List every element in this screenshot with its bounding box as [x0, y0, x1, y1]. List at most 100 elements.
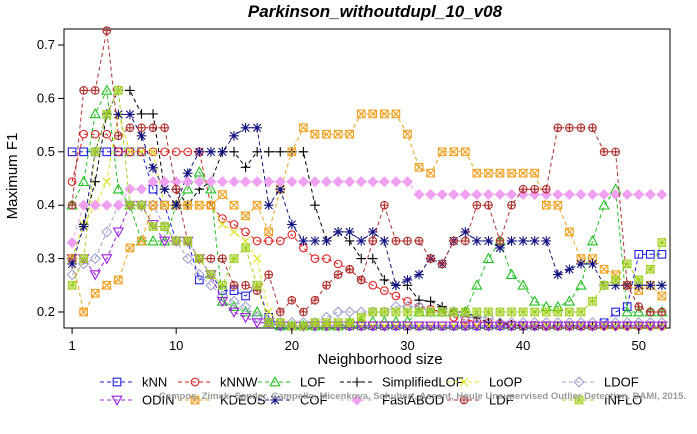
legend-item-knnw: kNNW: [178, 375, 258, 390]
data-point-inflo: [333, 318, 343, 328]
data-point-inflo: [426, 307, 435, 317]
data-point-fastabod: [436, 189, 448, 201]
data-point-lof: [621, 306, 633, 317]
data-point-odin: [251, 318, 263, 329]
data-point-ldof: [89, 253, 101, 265]
data-point-fastabod: [135, 183, 147, 195]
data-point-kdeos: [368, 109, 378, 119]
data-point-ldf: [275, 307, 285, 317]
data-point-fastabod: [355, 176, 367, 188]
data-point-kdeos: [79, 307, 89, 317]
data-point-loop: [102, 177, 111, 186]
data-point-knnw: [229, 220, 239, 229]
data-point-ldof: [436, 306, 448, 318]
data-point-kdeos: [507, 168, 516, 178]
legend-item-ldof: LDOF: [562, 375, 639, 390]
data-point-inflo: [460, 307, 470, 317]
data-point-cof: [113, 109, 124, 120]
data-point-odin: [482, 321, 495, 332]
data-point-kdeos: [160, 200, 169, 210]
data-point-odin: [459, 321, 472, 332]
data-point-kdeos: [90, 288, 100, 298]
data-point-fastabod: [286, 176, 298, 188]
data-point-kdeos: [264, 227, 274, 237]
data-point-cof: [633, 280, 644, 291]
data-point-fastabod: [159, 176, 171, 188]
data-point-inflo: [565, 307, 574, 317]
data-point-kdeos: [449, 147, 459, 157]
data-point-odin: [228, 307, 240, 318]
data-point-odin: [112, 227, 125, 238]
data-point-kdeos: [530, 168, 540, 178]
data-point-cof: [287, 219, 297, 230]
data-point-simplifiedlof: [425, 296, 436, 307]
data-point-ldf: [67, 200, 77, 210]
data-point-knnw: [287, 230, 297, 239]
data-point-odin: [575, 321, 587, 332]
data-point-inflo: [553, 307, 563, 317]
data-point-knn: [611, 307, 620, 317]
data-point-cof: [610, 280, 621, 291]
data-point-inflo: [183, 236, 193, 246]
data-point-odin: [656, 321, 668, 332]
data-point-knnw: [310, 254, 320, 263]
data-point-fastabod: [621, 189, 633, 201]
data-point-ldf: [264, 270, 274, 279]
series-line-kdeos: [71, 113, 663, 314]
legend-item-lof: LOF: [258, 375, 325, 390]
data-point-ldf: [148, 123, 158, 133]
data-point-loop: [646, 321, 655, 331]
y-tick-label: 0.5: [37, 144, 55, 159]
data-point-simplifiedlof: [125, 85, 135, 96]
data-point-fastabod: [633, 189, 645, 201]
data-point-odin: [239, 312, 252, 324]
legend-label: FastABOD: [382, 393, 444, 408]
data-point-fastabod: [89, 199, 101, 211]
y-tick-label: 0.7: [37, 37, 55, 52]
data-point-ldf: [79, 86, 89, 95]
data-point-ldof: [309, 317, 321, 329]
data-point-loop: [518, 321, 528, 331]
data-point-odin: [644, 321, 657, 332]
data-point-cof: [402, 275, 413, 285]
data-point-kdeos: [148, 200, 158, 210]
data-point-cof: [310, 236, 320, 246]
data-point-kdeos: [379, 109, 389, 119]
data-point-inflo: [530, 307, 540, 317]
data-point-lof: [633, 306, 645, 317]
legend-label: LDOF: [604, 375, 639, 390]
data-point-inflo: [622, 259, 632, 269]
data-point-kdeos: [241, 211, 250, 221]
data-point-knnw: [137, 147, 146, 157]
data-point-knnw: [160, 147, 169, 157]
data-point-simplifiedlof: [148, 109, 158, 119]
data-point-ldof: [494, 317, 506, 329]
data-point-simplifiedlof: [240, 162, 251, 173]
data-point-cof: [518, 236, 528, 246]
data-point-fastabod: [274, 176, 286, 188]
legend-label: LOF: [300, 375, 325, 390]
data-point-inflo: [299, 321, 308, 331]
data-point-cof: [229, 130, 239, 141]
data-point-inflo: [194, 254, 204, 263]
data-point-inflo: [218, 280, 227, 290]
data-point-inflo: [368, 307, 378, 317]
data-point-fastabod: [332, 176, 344, 188]
data-point-simplifiedlof: [310, 200, 320, 210]
data-point-inflo: [472, 307, 482, 317]
data-point-fastabod: [378, 176, 390, 188]
data-point-fastabod: [552, 189, 564, 201]
data-point-odin: [89, 270, 101, 281]
data-point-inflo: [403, 307, 412, 317]
data-point-simplifiedlof: [136, 109, 147, 119]
data-point-fastabod: [112, 199, 124, 211]
data-point-inflo: [137, 200, 146, 210]
data-point-knnw: [241, 227, 250, 237]
legend-marker: [351, 394, 363, 406]
data-point-kdeos: [183, 200, 193, 210]
y-tick-label: 0.6: [37, 90, 55, 105]
legend-label: SimplifiedLOF: [382, 375, 464, 390]
data-point-knnw: [264, 236, 274, 246]
data-point-ldf: [368, 236, 378, 246]
